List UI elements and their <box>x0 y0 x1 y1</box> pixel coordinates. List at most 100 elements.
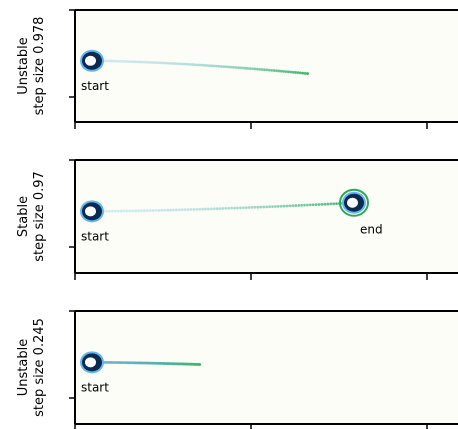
trajectory-point <box>215 207 219 211</box>
trajectory-point <box>174 62 178 66</box>
trajectory-point <box>163 208 167 212</box>
trajectory-point <box>172 62 175 65</box>
trajectory-point <box>116 59 120 63</box>
trajectory-point <box>243 66 247 70</box>
trajectory-point <box>183 208 187 212</box>
trajectory-point <box>143 60 147 64</box>
trajectory-point <box>317 203 321 206</box>
trajectory-point <box>250 206 254 209</box>
trajectory-point <box>210 64 214 68</box>
trajectory-point <box>180 208 184 212</box>
trajectory-point <box>122 209 126 213</box>
trajectory-point <box>279 204 283 208</box>
trajectory-point <box>303 203 306 207</box>
trajectory-point <box>192 208 196 211</box>
trajectory-point <box>284 70 288 73</box>
trajectory-point <box>104 59 108 63</box>
trajectory-point <box>167 61 171 65</box>
trajectory-point <box>108 209 111 213</box>
panel-3: start Unstable step size 0.245 <box>16 310 458 429</box>
trajectory-point <box>218 207 222 210</box>
panel-1: start Unstable step size 0.978 <box>16 9 458 129</box>
plot-area <box>75 10 458 122</box>
trajectory-point <box>222 65 226 69</box>
trajectory-point <box>236 66 240 70</box>
trajectory-point <box>217 64 221 68</box>
start-marker <box>80 351 104 374</box>
trajectory-point <box>116 209 120 213</box>
trajectory-point <box>262 205 266 209</box>
trajectory-point <box>256 205 260 209</box>
trajectory-point <box>151 209 155 212</box>
trajectory-point <box>227 65 230 69</box>
trajectory-point <box>308 203 312 207</box>
trajectory-point <box>207 64 211 68</box>
trajectory-point <box>224 206 228 210</box>
y-axis-label-line1: Stable <box>16 196 31 237</box>
trajectory-point <box>126 60 130 63</box>
trajectory-point <box>301 71 305 75</box>
trajectory-point <box>200 63 204 67</box>
trajectory-point <box>140 60 144 64</box>
trajectory-point <box>230 206 234 210</box>
trajectory-point <box>198 63 202 67</box>
start-marker <box>80 200 104 223</box>
trajectory-point <box>288 204 292 208</box>
trajectory-point <box>113 209 117 213</box>
y-axis-label-line2: step size 0.97 <box>32 171 47 262</box>
trajectory-point <box>231 65 235 69</box>
trajectory-point <box>260 68 264 71</box>
trajectory-point <box>271 205 274 208</box>
trajectory-point <box>128 209 132 213</box>
trajectory-point <box>272 69 276 72</box>
trajectory-point <box>121 59 125 63</box>
trajectory-point <box>148 209 152 212</box>
panel-2: start end Stable step size 0.97 <box>16 159 458 280</box>
trajectory-point <box>279 69 283 73</box>
trajectory-point <box>294 71 297 74</box>
trajectory-point <box>253 67 257 71</box>
start-label: start <box>81 229 109 243</box>
y-axis-label-line2: step size 0.245 <box>32 318 47 417</box>
trajectory-point <box>150 61 154 64</box>
trajectory-point <box>314 203 318 207</box>
trajectory-point <box>124 60 127 63</box>
trajectory-point <box>201 207 205 211</box>
trajectory-point <box>335 202 338 206</box>
trajectory-point <box>285 204 289 208</box>
trajectory-point <box>270 68 274 72</box>
trajectory-point <box>239 66 242 70</box>
trajectory-point <box>215 64 218 68</box>
trajectory-point <box>291 70 295 74</box>
end-label: end <box>360 223 383 237</box>
trajectory-point <box>155 61 159 65</box>
trajectory-point <box>287 70 290 74</box>
trajectory-point <box>204 207 207 211</box>
trajectory-point <box>125 209 129 213</box>
trajectory-point <box>227 206 231 210</box>
trajectory-point <box>248 67 252 70</box>
trajectory-point <box>275 69 278 73</box>
trajectory-point <box>195 63 199 67</box>
trajectory-point <box>131 60 135 64</box>
trajectory-point <box>296 71 300 75</box>
trajectory-point <box>244 206 248 210</box>
trajectory-point <box>119 209 123 213</box>
trajectory-point <box>137 209 140 213</box>
trajectory-point <box>157 208 161 212</box>
trajectory-point <box>134 209 138 213</box>
y-axis-label-line1: Unstable <box>16 339 31 396</box>
trajectory-point <box>277 69 281 73</box>
trajectory-point <box>186 208 190 212</box>
trajectory-point <box>154 209 158 212</box>
trajectory-point <box>255 67 259 71</box>
trajectory-point <box>276 204 280 208</box>
trajectory-point <box>140 209 143 213</box>
trajectory-point <box>306 72 309 75</box>
trajectory-point <box>131 209 135 213</box>
trajectory-point <box>176 62 180 66</box>
trajectory-point <box>294 204 298 207</box>
trajectory-point <box>219 65 223 68</box>
trajectory-point <box>239 206 242 210</box>
trajectory-point <box>177 208 181 212</box>
